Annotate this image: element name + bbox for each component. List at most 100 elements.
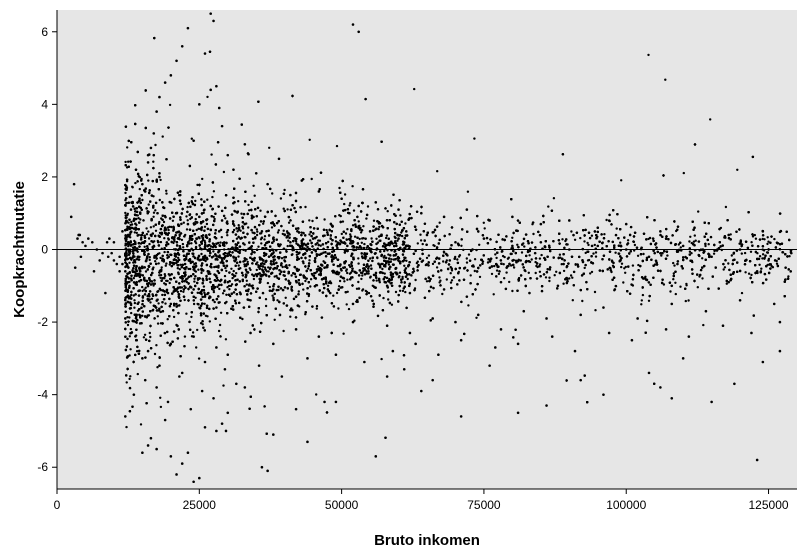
scatter-point xyxy=(295,237,298,241)
scatter-point xyxy=(180,286,184,289)
scatter-point xyxy=(349,233,352,236)
scatter-point xyxy=(131,246,135,249)
scatter-point xyxy=(162,298,166,301)
scatter-point xyxy=(370,237,373,240)
scatter-point xyxy=(190,242,193,245)
scatter-point xyxy=(155,386,158,389)
scatter-point xyxy=(421,242,424,246)
scatter-point xyxy=(248,267,251,270)
scatter-point xyxy=(256,230,259,233)
scatter-point xyxy=(186,26,190,30)
scatter-point xyxy=(351,23,355,26)
scatter-point xyxy=(224,217,227,220)
scatter-point xyxy=(511,244,514,248)
scatter-point xyxy=(125,381,128,384)
scatter-point xyxy=(602,306,605,309)
scatter-point xyxy=(69,215,73,219)
scatter-point xyxy=(439,279,442,282)
scatter-point xyxy=(626,239,630,242)
scatter-point xyxy=(341,220,345,223)
scatter-point xyxy=(141,451,144,455)
scatter-point xyxy=(235,382,238,386)
scatter-point xyxy=(684,299,687,303)
scatter-point xyxy=(427,254,431,257)
scatter-point xyxy=(540,253,543,257)
scatter-point xyxy=(300,231,303,234)
scatter-point xyxy=(286,208,289,211)
scatter-point xyxy=(215,346,218,349)
scatter-point xyxy=(158,220,161,224)
scatter-point xyxy=(161,201,164,204)
scatter-point xyxy=(279,197,283,200)
scatter-point xyxy=(548,276,551,279)
scatter-point xyxy=(304,279,307,283)
scatter-point xyxy=(753,233,756,237)
scatter-point xyxy=(497,272,501,276)
scatter-point xyxy=(408,247,411,250)
scatter-point xyxy=(391,349,395,353)
scatter-point xyxy=(287,239,290,242)
scatter-point xyxy=(403,264,406,267)
scatter-point xyxy=(216,258,219,261)
scatter-point xyxy=(149,436,153,440)
scatter-point xyxy=(528,254,531,257)
scatter-point xyxy=(233,209,236,213)
scatter-point xyxy=(287,221,291,224)
scatter-point xyxy=(204,314,208,317)
scatter-point xyxy=(197,227,200,230)
scatter-point xyxy=(358,237,361,241)
scatter-point xyxy=(152,225,155,228)
scatter-point xyxy=(346,271,349,275)
scatter-point xyxy=(133,231,136,234)
scatter-point xyxy=(623,267,626,270)
scatter-point xyxy=(495,269,499,272)
scatter-point xyxy=(306,267,310,270)
scatter-point xyxy=(192,302,196,306)
scatter-point xyxy=(241,317,244,321)
scatter-point xyxy=(584,251,587,255)
scatter-point xyxy=(175,473,178,476)
scatter-point xyxy=(751,235,755,238)
scatter-point xyxy=(226,353,230,357)
scatter-point xyxy=(636,254,640,257)
scatter-point xyxy=(688,250,692,253)
scatter-point xyxy=(208,254,211,257)
scatter-point xyxy=(156,366,159,369)
scatter-point xyxy=(290,274,293,277)
scatter-point xyxy=(187,267,190,271)
scatter-point xyxy=(383,249,386,253)
scatter-point xyxy=(544,276,548,279)
scatter-point xyxy=(723,266,727,269)
scatter-point xyxy=(362,237,365,240)
scatter-point xyxy=(550,335,554,338)
scatter-point xyxy=(404,290,407,294)
scatter-point xyxy=(221,292,225,295)
scatter-point xyxy=(505,271,508,274)
scatter-point xyxy=(659,230,662,233)
scatter-point xyxy=(520,251,524,254)
scatter-point xyxy=(482,237,486,240)
scatter-point xyxy=(499,328,503,331)
scatter-point xyxy=(235,272,238,275)
scatter-point xyxy=(478,243,481,246)
scatter-point xyxy=(260,465,264,469)
scatter-point xyxy=(386,210,389,213)
scatter-point xyxy=(647,299,651,302)
scatter-point xyxy=(126,146,129,149)
scatter-point xyxy=(558,253,562,256)
scatter-point xyxy=(238,249,242,252)
scatter-point xyxy=(196,183,199,187)
scatter-point xyxy=(129,208,133,211)
scatter-point xyxy=(170,225,173,229)
scatter-point xyxy=(454,255,457,259)
scatter-point xyxy=(687,299,690,302)
scatter-point xyxy=(240,212,243,215)
scatter-point xyxy=(669,290,672,293)
scatter-point xyxy=(81,240,84,244)
scatter-point xyxy=(647,371,651,375)
scatter-point xyxy=(198,215,201,219)
scatter-point xyxy=(267,270,270,273)
scatter-point xyxy=(509,264,513,267)
scatter-point xyxy=(761,257,764,260)
